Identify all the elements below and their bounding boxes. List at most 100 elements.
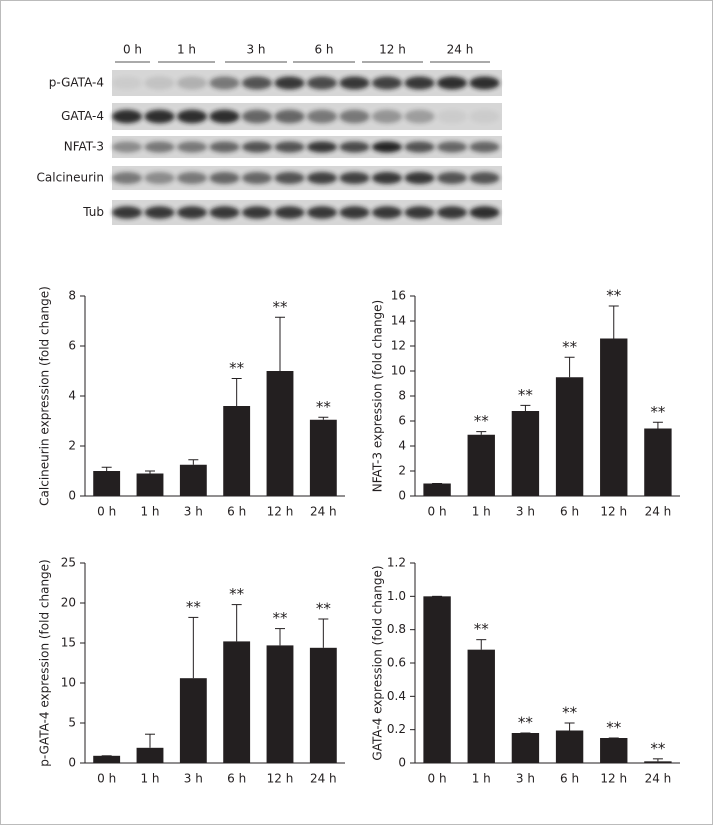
y-tick-label: 4 <box>398 439 406 453</box>
blot-band <box>112 109 142 124</box>
x-tick-label: 3 h <box>516 505 535 519</box>
blot-band <box>437 172 467 184</box>
y-tick-label: 0 <box>68 756 76 770</box>
bar <box>600 338 628 496</box>
error-bar <box>318 618 329 648</box>
blot-band <box>339 206 370 219</box>
blot-band <box>307 206 337 219</box>
bar <box>179 678 207 763</box>
blot-band <box>209 172 240 184</box>
bar <box>179 464 207 496</box>
blot-band <box>112 76 142 90</box>
x-tick-label: 24 h <box>645 505 672 519</box>
blot-strip <box>112 70 502 96</box>
blot-band <box>437 141 467 153</box>
significance-label: ** <box>518 714 534 732</box>
bar <box>223 406 251 496</box>
blot-band <box>339 109 370 124</box>
blot-band <box>469 172 500 184</box>
bar <box>93 471 121 496</box>
bar <box>266 371 294 496</box>
x-tick-label: 24 h <box>645 772 672 786</box>
significance-label: ** <box>474 620 490 638</box>
significance-label: ** <box>562 338 578 356</box>
x-tick-label: 12 h <box>267 772 294 786</box>
bar <box>136 473 164 496</box>
significance-label: ** <box>606 719 622 737</box>
error-bar <box>652 421 663 429</box>
bar <box>511 733 540 763</box>
y-tick-label: 12 <box>391 339 406 353</box>
error-bar <box>275 628 285 646</box>
error-bar <box>564 356 575 378</box>
time-label: 3 h <box>246 43 265 57</box>
time-label: 6 h <box>314 43 333 57</box>
row-label: p-GATA-4 <box>49 76 104 90</box>
blot-band <box>274 172 305 184</box>
bar <box>644 428 672 496</box>
error-bar <box>101 466 112 471</box>
significance-label: ** <box>518 386 534 404</box>
bar <box>555 730 584 763</box>
error-bar <box>275 316 285 371</box>
blot-band <box>469 206 500 219</box>
bar <box>467 649 495 763</box>
blot-band <box>469 109 500 124</box>
y-axis-label: p-GATA-4 expression (fold change) <box>38 559 52 767</box>
blot-band <box>339 76 370 90</box>
row-label: NFAT-3 <box>64 140 104 154</box>
y-tick-label: 10 <box>61 676 76 690</box>
blot-strip <box>112 166 502 190</box>
blot-band <box>177 109 207 124</box>
blot-band <box>209 76 240 90</box>
x-tick-label: 1 h <box>472 505 491 519</box>
y-axis-label: Calcineurin expression (fold change) <box>38 286 52 506</box>
row-label: Tub <box>82 205 104 219</box>
x-tick-label: 3 h <box>184 505 203 519</box>
error-bar <box>476 431 487 435</box>
blot-strip <box>112 136 502 158</box>
significance-label: ** <box>273 298 289 316</box>
blot-band <box>177 172 207 184</box>
significance-label: ** <box>273 609 289 627</box>
error-bar <box>231 604 242 642</box>
significance-label: ** <box>316 600 332 618</box>
blot-band <box>112 172 142 184</box>
y-tick-label: 0 <box>398 489 406 503</box>
x-tick-label: 0 h <box>428 772 447 786</box>
bar <box>423 483 451 496</box>
y-tick-label: 10 <box>391 364 406 378</box>
blot-band <box>307 172 337 184</box>
significance-label: ** <box>229 359 245 377</box>
blot-band <box>372 76 402 90</box>
blot-band <box>307 109 337 124</box>
y-tick-label: 20 <box>61 596 76 610</box>
time-label: 0 h <box>123 43 142 57</box>
blot-band <box>242 172 272 184</box>
blot-band <box>177 141 207 153</box>
blot-strip <box>112 103 502 130</box>
blot-band <box>209 206 240 219</box>
x-tick-label: 12 h <box>600 772 627 786</box>
bar <box>136 747 164 763</box>
blot-band <box>274 76 305 90</box>
y-tick-label: 2 <box>398 464 406 478</box>
blot-band <box>307 141 337 153</box>
bar <box>309 647 337 763</box>
blot-band <box>437 206 467 219</box>
error-bar <box>318 416 329 420</box>
row-label: GATA-4 <box>61 109 104 123</box>
y-tick-label: 5 <box>68 716 76 730</box>
error-bar <box>188 616 199 679</box>
y-tick-label: 8 <box>68 289 76 303</box>
blot-strip <box>112 200 502 225</box>
blot-band <box>242 109 272 124</box>
blot-band <box>274 141 305 153</box>
blot-band <box>144 206 175 219</box>
bar <box>467 434 495 496</box>
blot-band <box>404 76 435 90</box>
x-tick-label: 6 h <box>227 505 246 519</box>
blot-band <box>372 206 402 219</box>
significance-label: ** <box>229 585 245 603</box>
